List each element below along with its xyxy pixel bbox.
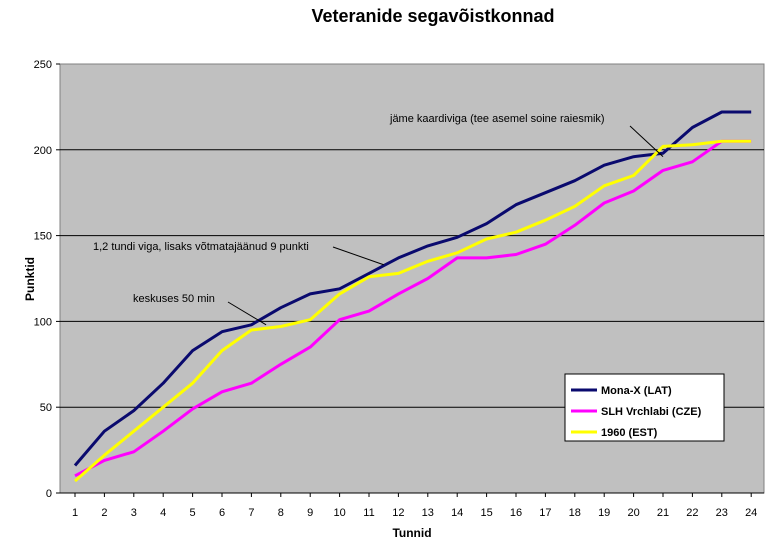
y-axis-ticks: 0 50 100 150 200 250 (34, 59, 60, 500)
x-tick-label-7: 7 (248, 507, 254, 519)
y-tick-label-0: 0 (46, 488, 52, 500)
y-tick-label-150: 150 (34, 231, 52, 243)
annotation-3: keskuses 50 min (133, 293, 215, 305)
x-tick-label-20: 20 (627, 507, 639, 519)
x-tick-label-16: 16 (510, 507, 522, 519)
x-tick-label-11: 11 (363, 507, 374, 519)
x-tick-label-5: 5 (190, 507, 196, 519)
y-tick-label-100: 100 (34, 316, 52, 328)
x-tick-label-2: 2 (101, 507, 107, 519)
series-line-3 (74, 139, 752, 483)
legend-label-3: 1960 (EST) (601, 427, 658, 439)
x-tick-label-3: 3 (131, 507, 137, 519)
x-tick-label-18: 18 (569, 507, 581, 519)
x-tick-label-13: 13 (422, 507, 434, 519)
legend-label-1: Mona-X (LAT) (601, 385, 672, 397)
x-tick-label-1: 1 (72, 507, 78, 519)
series-line-1 (73, 110, 752, 467)
legend: Mona-X (LAT) SLH Vrchlabi (CZE) 1960 (EST) (564, 373, 725, 442)
x-tick-label-12: 12 (392, 507, 404, 519)
x-tick-label-6: 6 (219, 507, 225, 519)
chart-title: Veteranide segavõistkonnad (311, 6, 554, 26)
x-tick-label-24: 24 (745, 507, 757, 519)
y-axis-title: Punktid (23, 257, 37, 301)
series-lines (73, 110, 752, 483)
x-tick-label-14: 14 (451, 507, 463, 519)
x-tick-label-8: 8 (278, 507, 284, 519)
y-tick-label-200: 200 (34, 145, 52, 157)
annotation-leader-3 (227, 301, 267, 326)
x-tick-label-15: 15 (480, 507, 492, 519)
x-tick-label-17: 17 (539, 507, 551, 519)
annotation-leader-2 (332, 246, 384, 266)
y-tick-label-250: 250 (34, 59, 52, 71)
legend-label-2: SLH Vrchlabi (CZE) (601, 406, 702, 418)
x-axis-ticks: 1 2 3 4 5 6 7 8 9 10 11 12 13 14 15 16 17 18 19 20 21 22 23 24 (60, 492, 764, 519)
legend-box (564, 373, 725, 442)
x-tick-label-9: 9 (307, 507, 313, 519)
x-tick-label-22: 22 (686, 507, 698, 519)
y-tick-label-50: 50 (40, 402, 52, 414)
annotation-2: 1,2 tundi viga, lisaks võtmatajäänud 9 p… (93, 241, 309, 253)
x-tick-label-10: 10 (333, 507, 345, 519)
series-line-2 (74, 139, 752, 478)
x-axis-title: Tunnid (392, 526, 431, 540)
annotations: jäme kaardiviga (tee asemel soine raiesm… (93, 113, 664, 326)
x-tick-label-21: 21 (657, 507, 669, 519)
x-tick-label-4: 4 (160, 507, 166, 519)
x-tick-label-19: 19 (598, 507, 610, 519)
x-tick-label-23: 23 (716, 507, 728, 519)
annotation-leader-1 (629, 125, 664, 158)
annotation-1: jäme kaardiviga (tee asemel soine raiesm… (389, 113, 605, 125)
